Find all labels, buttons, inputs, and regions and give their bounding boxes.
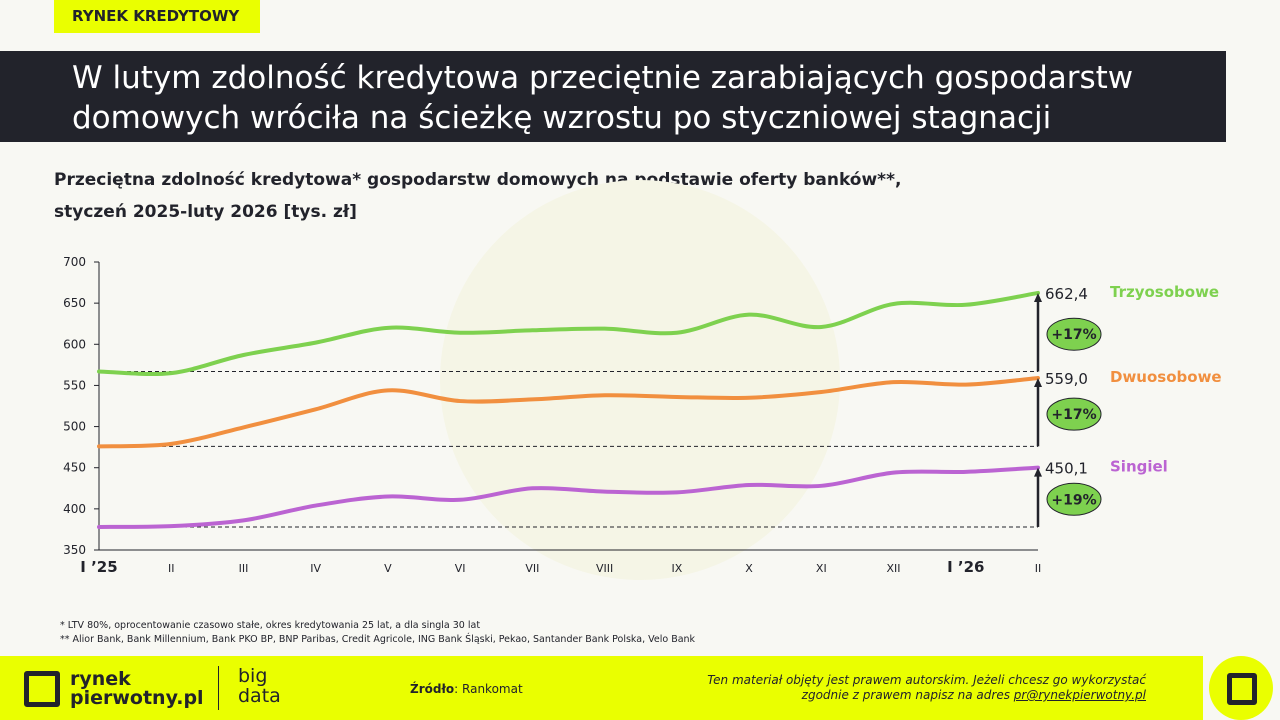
bigdata-logo: big data: [238, 666, 281, 706]
change-badge: [1046, 482, 1102, 516]
series-label: Dwuosobowe: [1110, 368, 1222, 386]
source-label: Źródło: [410, 682, 455, 696]
footnotes: * LTV 80%, oprocentowanie czasowo stałe,…: [60, 619, 695, 647]
chart-title: Przeciętna zdolność kredytowa* gospodars…: [54, 164, 901, 228]
y-tick-label: 350: [63, 543, 86, 557]
chart-title-line1: Przeciętna zdolność kredytowa* gospodars…: [54, 170, 902, 190]
y-tick-label: 650: [63, 296, 86, 310]
y-tick-label: 400: [63, 502, 86, 516]
series-line-singiel: [97, 465, 1040, 529]
y-tick-label: 450: [63, 461, 86, 475]
end-value-label: 450,1: [1045, 460, 1088, 478]
change-badge: [1046, 317, 1102, 351]
logo-text-2: pierwotny.pl: [70, 687, 204, 709]
x-tick-label: II: [168, 562, 175, 575]
arrow-head-icon: [1034, 467, 1042, 477]
change-badge-text: +17%: [1051, 327, 1096, 343]
section-tag: RYNEK KREDYTOWY: [54, 0, 260, 33]
y-tick-label: 550: [63, 378, 86, 392]
x-tick-label: II: [1035, 562, 1042, 575]
email-link[interactable]: pr@rynekpierwotny.pl: [1013, 688, 1146, 702]
arrow-head-icon: [1034, 378, 1042, 388]
change-badge-text: +17%: [1051, 407, 1096, 423]
logo-text-1: rynek: [70, 668, 131, 690]
change-badge: [1046, 397, 1102, 431]
series-line-trzyosobowe: [97, 290, 1040, 377]
change-badge-text: +19%: [1051, 492, 1096, 508]
series-label: Singiel: [1110, 458, 1168, 476]
chart-title-line2: styczeń 2025-luty 2026 [tys. zł]: [54, 202, 357, 222]
page-title: W lutym zdolność kredytowa przeciętnie z…: [0, 51, 1226, 142]
series-label: Trzyosobowe: [1110, 283, 1219, 301]
arrow-head-icon: [1034, 292, 1042, 302]
corner-logo: [1209, 656, 1273, 720]
x-tick-label: I ’25: [80, 558, 117, 576]
y-tick-label: 700: [63, 255, 86, 269]
x-tick-label: VI: [455, 562, 466, 575]
x-tick-label: XI: [816, 562, 827, 575]
rynekpierwotny-logo[interactable]: rynek pierwotny.pl: [24, 670, 204, 708]
x-tick-label: I ’26: [947, 558, 984, 576]
logo-square-icon: [1227, 673, 1257, 705]
source-value: : Rankomat: [454, 682, 523, 696]
source: Źródło: Rankomat: [410, 682, 523, 696]
copyright-line1: Ten materiał objęty jest prawem autorski…: [707, 673, 1146, 687]
footnote-2: ** Alior Bank, Bank Millennium, Bank PKO…: [60, 634, 696, 645]
divider: [218, 666, 219, 710]
series-line-dwuosobowe: [97, 376, 1040, 449]
x-tick-label: X: [745, 562, 753, 575]
x-tick-label: III: [239, 562, 249, 575]
logo-square-icon: [24, 671, 60, 707]
x-tick-label: VIII: [596, 562, 613, 575]
watermark: [440, 180, 840, 580]
footer: rynek pierwotny.pl big data Źródło: Rankom…: [0, 656, 1203, 720]
copyright-line2: zgodnie z prawem napisz na adres: [801, 688, 1014, 702]
x-tick-label: XII: [887, 562, 901, 575]
end-value-label: 662,4: [1045, 285, 1088, 303]
x-tick-label: IX: [671, 562, 682, 575]
x-tick-label: V: [384, 562, 392, 575]
end-value-label: 559,0: [1045, 370, 1088, 388]
y-tick-label: 500: [63, 420, 86, 434]
copyright-note: Ten materiał objęty jest prawem autorski…: [707, 673, 1146, 703]
x-tick-label: VII: [525, 562, 539, 575]
data-text: data: [238, 685, 281, 707]
y-tick-label: 600: [63, 337, 86, 351]
big-text: big: [238, 665, 268, 687]
footnote-1: * LTV 80%, oprocentowanie czasowo stałe,…: [60, 620, 481, 631]
x-tick-label: IV: [310, 562, 321, 575]
